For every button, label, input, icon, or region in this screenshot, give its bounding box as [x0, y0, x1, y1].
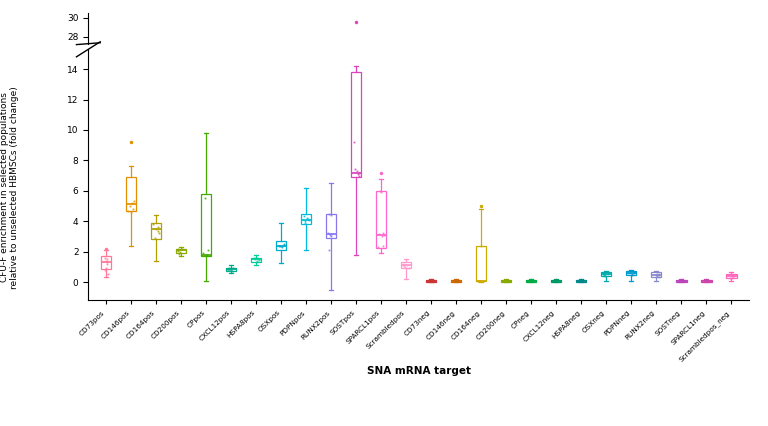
Bar: [200, 194, 211, 256]
Bar: [576, 280, 587, 282]
Bar: [551, 306, 561, 307]
Bar: [726, 302, 737, 305]
Bar: [651, 272, 661, 277]
Bar: [276, 241, 286, 250]
Bar: [376, 249, 386, 285]
Bar: [176, 249, 186, 253]
Bar: [101, 256, 111, 269]
Bar: [401, 262, 412, 268]
Bar: [526, 280, 536, 282]
Bar: [351, 72, 361, 177]
Bar: [425, 306, 436, 307]
Bar: [126, 177, 136, 210]
Bar: [601, 272, 611, 276]
Bar: [576, 306, 587, 307]
X-axis label: SNA mRNA target: SNA mRNA target: [366, 366, 471, 376]
Bar: [701, 280, 711, 282]
Bar: [276, 281, 286, 287]
Bar: [226, 298, 237, 300]
Bar: [226, 268, 237, 271]
Bar: [176, 286, 186, 289]
Bar: [376, 191, 386, 248]
Bar: [200, 251, 211, 291]
Bar: [551, 280, 561, 282]
Bar: [301, 213, 311, 224]
Bar: [425, 280, 436, 282]
Bar: [501, 306, 511, 307]
Bar: [476, 284, 486, 307]
Bar: [401, 295, 412, 299]
Bar: [526, 306, 536, 307]
Bar: [626, 271, 637, 275]
Bar: [351, 174, 361, 241]
Bar: [451, 280, 462, 282]
Bar: [476, 245, 486, 281]
Bar: [151, 270, 161, 280]
Bar: [250, 258, 261, 262]
Bar: [326, 213, 336, 238]
Bar: [101, 291, 111, 299]
Bar: [451, 306, 462, 307]
Bar: [301, 264, 311, 271]
Bar: [326, 264, 336, 279]
Text: CFU-F enrichment in selected populations
relative to unselected HBMSCs (fold cha: CFU-F enrichment in selected populations…: [0, 86, 19, 289]
Bar: [601, 301, 611, 304]
Bar: [726, 274, 737, 278]
Bar: [651, 301, 661, 304]
Bar: [626, 300, 637, 303]
Bar: [501, 280, 511, 282]
Bar: [676, 306, 687, 307]
Bar: [126, 241, 136, 262]
Bar: [151, 223, 161, 239]
Bar: [250, 292, 261, 295]
Bar: [701, 306, 711, 307]
Bar: [676, 280, 687, 282]
